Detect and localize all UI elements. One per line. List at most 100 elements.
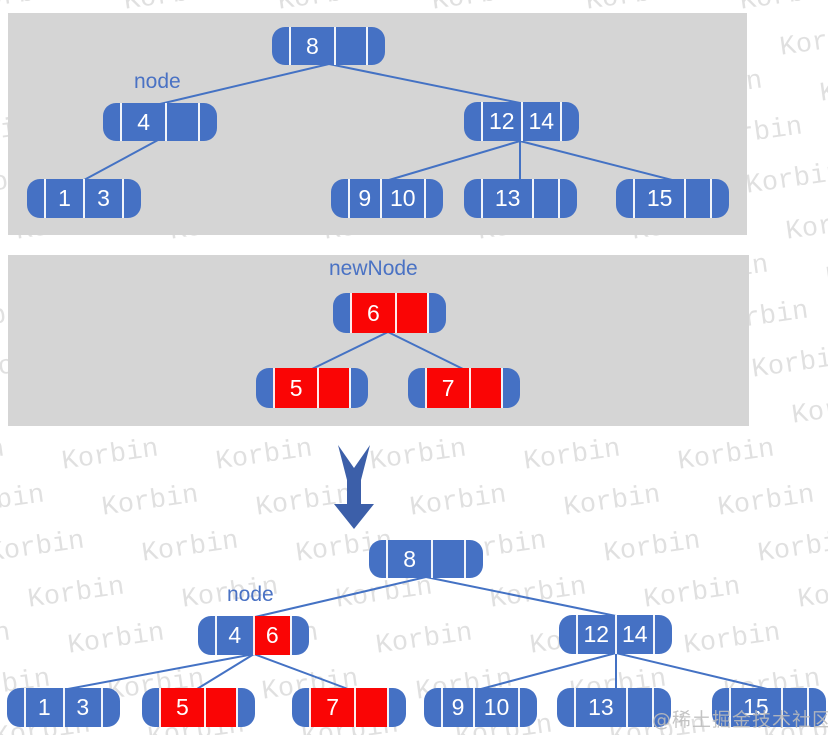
node-end-cap — [427, 293, 446, 333]
node-end-cap — [464, 102, 481, 141]
node-end-cap — [333, 293, 350, 333]
node-key-cell — [625, 688, 652, 727]
node-key-cell: 6 — [350, 293, 395, 333]
site-watermark-text: Korbin — [750, 342, 828, 386]
tree-node-mid-5: 5 — [256, 368, 368, 408]
site-watermark-text: Korbin — [562, 480, 663, 524]
site-watermark-text: Korbin — [100, 480, 201, 524]
node-key-cell — [684, 179, 710, 218]
site-watermark-text: Korbin — [26, 572, 127, 616]
node-end-cap — [560, 102, 579, 141]
node-end-cap — [807, 688, 826, 727]
site-watermark-text: Korbin — [756, 526, 828, 570]
node-key-cell: 13 — [574, 688, 626, 727]
node-key-cell: 1 — [24, 688, 63, 727]
node-key-cell: 14 — [614, 615, 654, 654]
site-watermark-text: Korbin — [60, 434, 161, 478]
node-key-cell: 5 — [273, 368, 318, 408]
node-end-cap — [557, 688, 574, 727]
node-key-cell — [532, 179, 558, 218]
tree-node-bottom-7: 7 — [292, 688, 406, 727]
tree-node-top-15: 15 — [616, 179, 729, 218]
site-watermark-text: Korbin — [716, 480, 817, 524]
site-watermark-text: Korbin — [778, 20, 828, 63]
node-end-cap — [653, 615, 672, 654]
node-key-cell: 10 — [473, 688, 518, 727]
site-watermark-text: Korbin — [602, 526, 703, 570]
tree-node-top-4: 4 — [103, 103, 217, 141]
node-key-cell — [394, 293, 428, 333]
node-key-cell — [203, 688, 237, 727]
site-watermark-text: Korbin — [784, 204, 828, 247]
site-watermark-text: Korbin — [790, 388, 828, 432]
juejin-watermark: @稀土掘金技术社区 — [652, 709, 828, 731]
site-watermark-text: Korbin — [0, 526, 87, 570]
node-end-cap — [366, 27, 385, 65]
node-end-cap — [501, 368, 520, 408]
node-end-cap — [464, 179, 481, 218]
site-watermark-text: Korbin — [0, 618, 13, 662]
site-watermark-text: Korbin — [368, 434, 469, 478]
site-watermark-text: Korbin — [140, 526, 241, 570]
node-key-cell: 6 — [252, 616, 290, 655]
tree-node-bottom-9-10: 9 10 — [424, 688, 537, 727]
node-end-cap — [464, 540, 483, 578]
site-watermark-text: Korbin — [744, 158, 828, 201]
node-key-cell: 4 — [120, 103, 165, 141]
site-watermark-text: Korbin — [0, 434, 7, 478]
node-end-cap — [142, 688, 159, 727]
tree-node-bottom-12-14: 12 14 — [559, 615, 672, 654]
node-end-cap — [122, 179, 141, 218]
node-end-cap — [236, 688, 255, 727]
node-end-cap — [369, 540, 386, 578]
node-key-cell: 3 — [62, 688, 102, 727]
label-newnode: newNode — [329, 257, 418, 280]
node-key-cell — [354, 688, 388, 727]
node-end-cap — [518, 688, 537, 727]
node-key-cell: 8 — [289, 27, 334, 65]
site-watermark-text: Korbin — [214, 434, 315, 478]
label-node-bottom: node — [227, 583, 274, 606]
node-end-cap — [331, 179, 348, 218]
site-watermark-text: Korbin — [818, 66, 828, 109]
tree-node-bottom-15: 15 — [712, 688, 826, 727]
node-end-cap — [256, 368, 273, 408]
node-key-cell: 10 — [379, 179, 424, 218]
node-key-cell: 3 — [83, 179, 122, 218]
node-key-cell: 1 — [44, 179, 83, 218]
node-key-cell: 9 — [348, 179, 380, 218]
site-watermark-text: Korbin — [374, 618, 475, 662]
node-end-cap — [424, 179, 443, 218]
node-end-cap — [558, 179, 577, 218]
node-end-cap — [7, 688, 24, 727]
site-watermark-text: Korbin — [796, 572, 828, 616]
node-key-cell — [165, 103, 198, 141]
node-key-cell — [431, 540, 464, 578]
node-end-cap — [349, 368, 368, 408]
tree-node-top-root-8: 8 — [272, 27, 385, 65]
node-end-cap — [424, 688, 441, 727]
tree-node-bottom-13: 13 — [557, 688, 671, 727]
site-watermark-text: Korbin — [334, 572, 435, 616]
node-key-cell: 12 — [576, 615, 615, 654]
site-watermark-text: Korbin — [738, 0, 828, 18]
tree-node-bottom-root-8: 8 — [369, 540, 483, 578]
site-watermark-text: Korbin — [408, 480, 509, 524]
node-key-cell: 7 — [309, 688, 355, 727]
node-end-cap — [387, 688, 406, 727]
site-watermark-text: Korbin — [0, 480, 47, 524]
node-end-cap — [272, 27, 289, 65]
node-key-cell — [780, 688, 807, 727]
tree-node-mid-6: 6 — [333, 293, 446, 333]
site-watermark-text: Korbin — [488, 572, 589, 616]
node-key-cell — [469, 368, 502, 408]
site-watermark-text: Korbin — [254, 480, 355, 524]
site-watermark-text: Korbin — [824, 250, 828, 294]
node-key-cell: 15 — [729, 688, 781, 727]
tree-node-top-12-14: 12 14 — [464, 102, 579, 141]
node-key-cell — [317, 368, 350, 408]
